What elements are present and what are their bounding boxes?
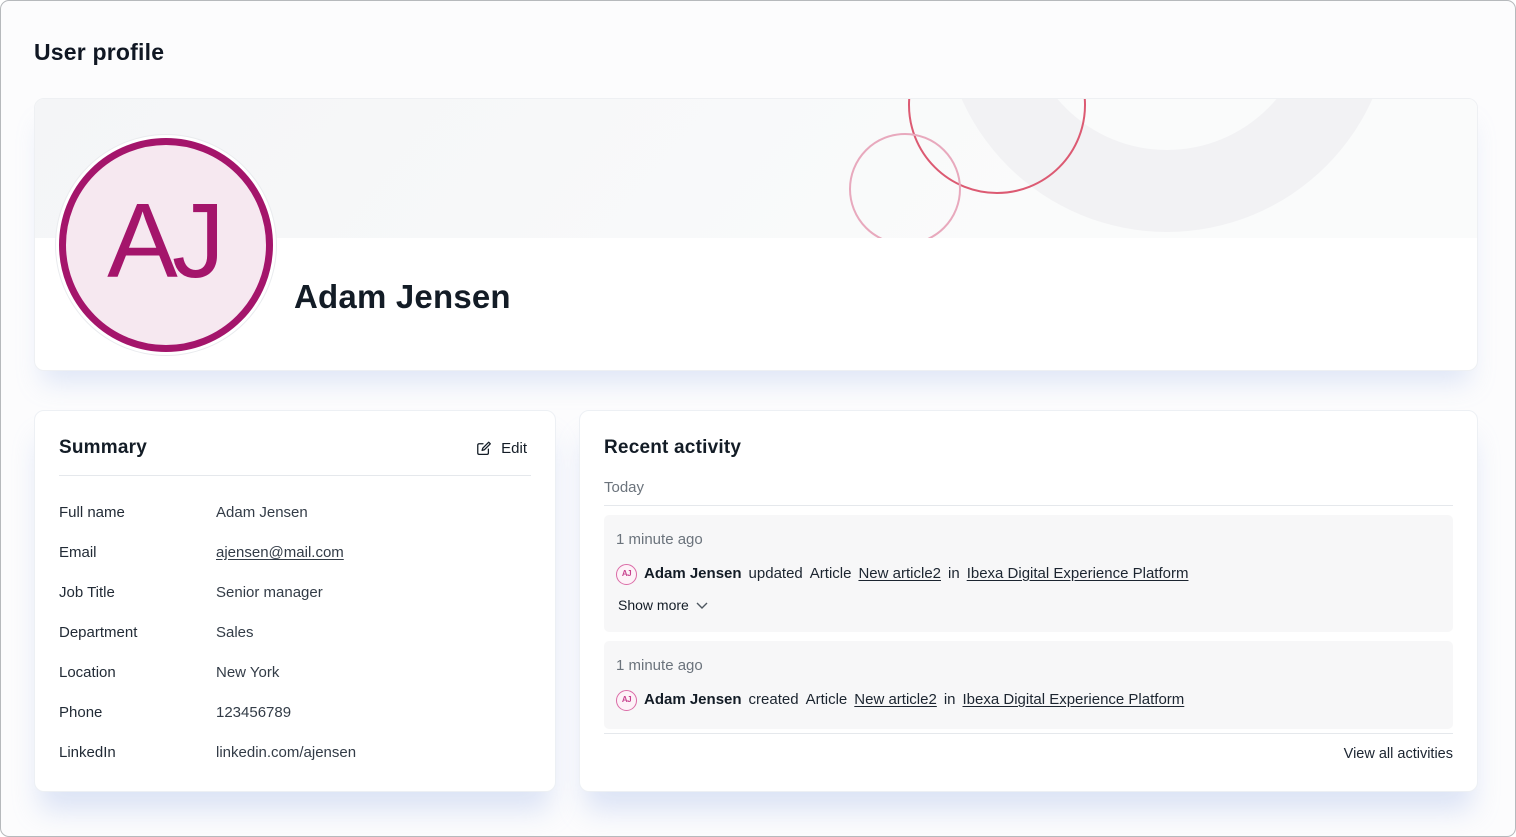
activity-avatar: AJ (616, 563, 637, 585)
recent-activity-card: Recent activity Today 1 minute ago AJ Ad… (579, 410, 1478, 792)
activity-avatar-initials: AJ (621, 569, 632, 578)
summary-card: Summary Edit Full name Adam Jensen Email… (34, 410, 556, 792)
activity-action: created (748, 691, 799, 708)
field-value: 123456789 (216, 704, 292, 721)
field-value: linkedin.com/ajensen (216, 744, 357, 761)
field-label: Full name (59, 504, 125, 521)
summary-title: Summary (59, 437, 147, 458)
activity-preposition: in (948, 565, 960, 582)
activity-list: 1 minute ago AJ Adam Jensen updated Arti… (604, 515, 1453, 729)
show-more-button[interactable]: Show more (616, 596, 710, 614)
show-more-label: Show more (618, 597, 689, 613)
activity-actor: Adam Jensen (644, 691, 742, 708)
summary-field-row: Full name Adam Jensen (59, 503, 531, 523)
activity-description: AJ Adam Jensen updated Article New artic… (616, 563, 1441, 585)
summary-field-row: LinkedIn linkedin.com/ajensen (59, 743, 531, 763)
activity-timestamp: 1 minute ago (616, 531, 703, 548)
field-label: Job Title (59, 584, 115, 601)
activity-footer-divider (604, 733, 1453, 734)
activity-item: 1 minute ago AJ Adam Jensen updated Arti… (604, 515, 1453, 632)
edit-icon (477, 441, 492, 455)
profile-banner-card: AJ Adam Jensen (34, 98, 1478, 371)
summary-fields: Full name Adam Jensen Email ajensen@mail… (59, 503, 531, 763)
activity-item: 1 minute ago AJ Adam Jensen created Arti… (604, 641, 1453, 729)
field-label: LinkedIn (59, 744, 116, 761)
recent-activity-title: Recent activity (604, 437, 742, 458)
activity-object-type: Article (805, 691, 848, 708)
banner-decoration-band (35, 99, 1477, 238)
field-label: Department (59, 624, 138, 641)
activity-avatar: AJ (616, 689, 637, 711)
field-value: Sales (216, 624, 254, 641)
activity-container-link[interactable]: Ibexa Digital Experience Platform (966, 565, 1189, 582)
activity-action: updated (748, 565, 803, 582)
decor-circle-pink (849, 133, 961, 238)
activity-day-label: Today (604, 479, 645, 496)
page-title: User profile (34, 39, 165, 65)
activity-container-link[interactable]: Ibexa Digital Experience Platform (962, 691, 1185, 708)
summary-divider (59, 475, 531, 476)
summary-field-row: Job Title Senior manager (59, 583, 531, 603)
field-label: Email (59, 544, 97, 561)
field-value: New York (216, 664, 280, 681)
activity-actor: Adam Jensen (644, 565, 742, 582)
banner-decor-rings (849, 99, 1373, 238)
field-label: Phone (59, 704, 103, 721)
summary-field-row: Department Sales (59, 623, 531, 643)
activity-object-type: Article (809, 565, 852, 582)
activity-timestamp: 1 minute ago (616, 657, 703, 674)
view-all-activities-link[interactable]: View all activities (1343, 746, 1453, 762)
summary-field-row: Email ajensen@mail.com (59, 543, 531, 563)
activity-description: AJ Adam Jensen created Article New artic… (616, 689, 1441, 711)
field-label: Location (59, 664, 116, 681)
activity-object-link[interactable]: New article2 (854, 691, 937, 708)
decor-circle-rose (908, 99, 1086, 194)
summary-field-row: Location New York (59, 663, 531, 683)
field-value-link[interactable]: ajensen@mail.com (216, 544, 344, 561)
chevron-down-icon (696, 602, 708, 609)
summary-field-row: Phone 123456789 (59, 703, 531, 723)
field-value: Adam Jensen (216, 504, 308, 521)
avatar-initials: AJ (107, 182, 225, 300)
field-value: Senior manager (216, 584, 323, 601)
activity-avatar-initials: AJ (621, 695, 632, 704)
profile-avatar: AJ (59, 138, 273, 352)
activity-preposition: in (943, 691, 956, 708)
edit-button-label: Edit (501, 439, 527, 457)
edit-summary-button[interactable]: Edit (471, 438, 531, 459)
profile-name: Adam Jensen (294, 278, 511, 315)
activity-object-link[interactable]: New article2 (858, 565, 941, 582)
activity-divider (604, 505, 1453, 506)
